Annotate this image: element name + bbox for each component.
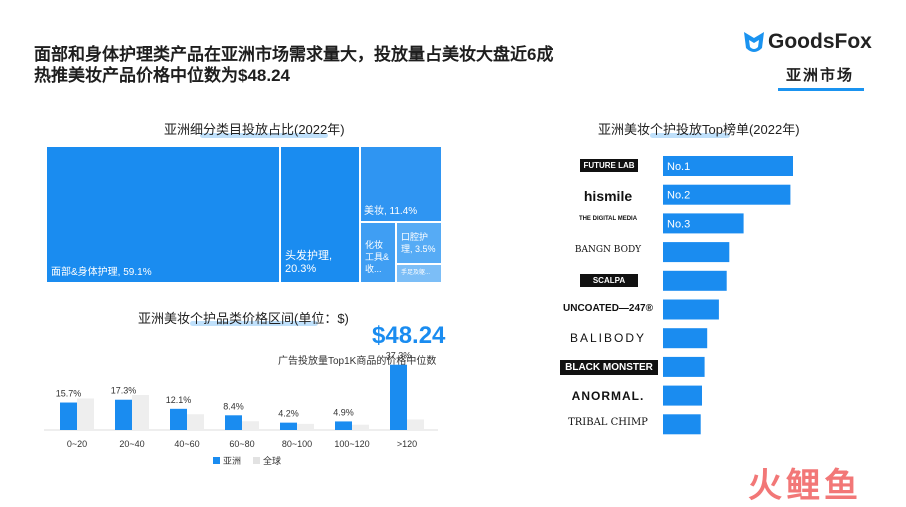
treemap-cell-hair: 头发护理, 20.3% xyxy=(280,146,360,283)
watermark-logo: 火鲤鱼 xyxy=(748,466,862,506)
brand-name: GoodsFox xyxy=(768,30,872,53)
rank-label: No.1 xyxy=(667,161,690,173)
x-tick-label: 80~100 xyxy=(282,439,312,449)
brand-logo: hismile xyxy=(583,187,633,204)
legend-label: 亚洲 xyxy=(223,456,241,466)
bar-data-label: 4.2% xyxy=(278,409,299,419)
bar-global xyxy=(242,421,259,430)
headline-line-1: 面部和身体护理类产品在亚洲市场需求量大，投放量占美妆大盘近6成 xyxy=(34,45,554,64)
bar-asia xyxy=(225,415,242,430)
price-median: $48.24 xyxy=(372,322,446,349)
x-tick-label: 0~20 xyxy=(67,439,87,449)
rank-bar xyxy=(663,299,719,320)
bar-global xyxy=(132,395,149,430)
bar-asia xyxy=(335,421,352,430)
title-highlight xyxy=(650,133,730,138)
treemap-label: 面部&身体护理, 59.1% xyxy=(51,267,152,278)
x-tick-label: 20~40 xyxy=(119,439,144,449)
bar-data-label: 4.9% xyxy=(333,407,354,417)
legend-label: 全球 xyxy=(263,455,281,466)
brand-logo: SCALPA xyxy=(580,273,638,287)
brand-logo: FUTURE LAB xyxy=(580,159,638,172)
rank-label: No.2 xyxy=(667,190,690,202)
rank-bar xyxy=(663,270,727,291)
x-tick-label: 60~80 xyxy=(229,439,254,449)
bar-global xyxy=(297,423,314,430)
x-tick-label: >120 xyxy=(397,439,417,449)
bar-global xyxy=(352,424,369,430)
price-chart-title: 亚洲美妆个护品类价格区间(单位：$) xyxy=(138,311,349,326)
bar-data-label: 8.4% xyxy=(223,401,244,411)
bar-asia xyxy=(170,408,187,430)
brand-logo: BANGN BODY xyxy=(574,245,642,256)
brand-logo: UNCOATED—247® xyxy=(563,302,653,314)
fox-logo-icon xyxy=(744,32,764,52)
bar-asia xyxy=(280,422,297,430)
treemap-title: 亚洲细分类目投放占比(2022年) xyxy=(164,122,345,137)
headline: 面部和身体护理类产品在亚洲市场需求量大，投放量占美妆大盘近6成 热推美妆产品价格… xyxy=(34,44,553,86)
treemap-cell-face-body: 面部&身体护理, 59.1% xyxy=(46,146,280,283)
bar-global xyxy=(407,419,424,430)
bar-data-label: 17.3% xyxy=(111,386,137,396)
rank-bar xyxy=(663,242,730,263)
brand-logo: TRIBAL CHIMP xyxy=(568,417,648,429)
title-highlight xyxy=(190,321,318,326)
bar-global xyxy=(187,414,204,430)
brand-logo: ANORMAL. xyxy=(571,388,645,403)
bar-asia xyxy=(115,399,132,430)
rank-bar xyxy=(663,356,705,377)
bar-data-label: 37.3% xyxy=(386,351,412,361)
brand-logo: THE DIGITAL MEDIA xyxy=(578,216,638,223)
treemap-cell-hands-feet: 手足及躯... xyxy=(396,264,442,283)
treemap-label: 手足及躯... xyxy=(401,270,431,276)
treemap-cell-oral: 口腔护 理, 3.5% xyxy=(396,222,442,264)
bar-data-label: 15.7% xyxy=(56,389,82,399)
bar-asia xyxy=(390,364,407,430)
bar-asia xyxy=(60,402,77,430)
rank-bar xyxy=(663,414,701,435)
x-tick-label: 40~60 xyxy=(174,439,199,449)
rank-bar xyxy=(663,156,793,176)
bar-data-label: 12.1% xyxy=(166,395,192,405)
treemap-label: 美妆, 11.4% xyxy=(364,206,418,217)
bar-global xyxy=(77,398,94,430)
rank-bar xyxy=(663,328,708,349)
legend-swatch xyxy=(253,457,260,464)
rank-bar xyxy=(663,385,702,406)
legend-swatch xyxy=(213,457,220,464)
x-tick-label: 100~120 xyxy=(334,439,369,449)
price-median-note: 广告投放量Top1K商品的价格中位数 xyxy=(278,356,437,367)
region-underline xyxy=(778,88,864,91)
region-label: 亚洲市场 xyxy=(786,67,855,84)
brand-logo: BALIBODY xyxy=(569,331,647,346)
brand-logo: BLACK MONSTER xyxy=(560,359,658,375)
treemap-label: 口腔护 理, 3.5% xyxy=(401,232,436,254)
treemap-cell-tools: 化妆 工具& 收... xyxy=(360,222,396,283)
rank-bar xyxy=(663,184,791,205)
rank-bar xyxy=(663,213,744,234)
top-ranking-title: 亚洲美妆个护投放Top榜单(2022年) xyxy=(598,122,800,137)
title-highlight xyxy=(200,133,328,138)
rank-label: No.3 xyxy=(667,218,690,230)
treemap-label: 头发护理, 20.3% xyxy=(285,250,333,275)
treemap-cell-makeup: 美妆, 11.4% xyxy=(360,146,442,222)
treemap-label: 化妆 工具& 收... xyxy=(365,240,390,274)
headline-line-2: 热推美妆产品价格中位数为$48.24 xyxy=(34,66,290,85)
